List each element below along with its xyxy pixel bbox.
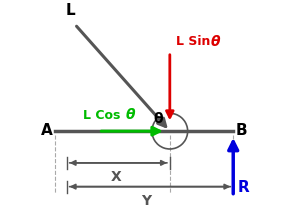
Text: R: R <box>237 180 249 195</box>
Text: L: L <box>66 3 76 18</box>
Text: θ: θ <box>210 35 220 49</box>
Text: L Sin: L Sin <box>176 35 210 49</box>
Text: A: A <box>41 123 53 138</box>
Text: θ: θ <box>153 112 163 126</box>
Text: Y: Y <box>141 194 151 207</box>
Text: θ: θ <box>125 108 135 122</box>
Text: X: X <box>111 170 122 184</box>
Text: B: B <box>235 123 247 138</box>
Text: L Cos: L Cos <box>82 109 120 122</box>
